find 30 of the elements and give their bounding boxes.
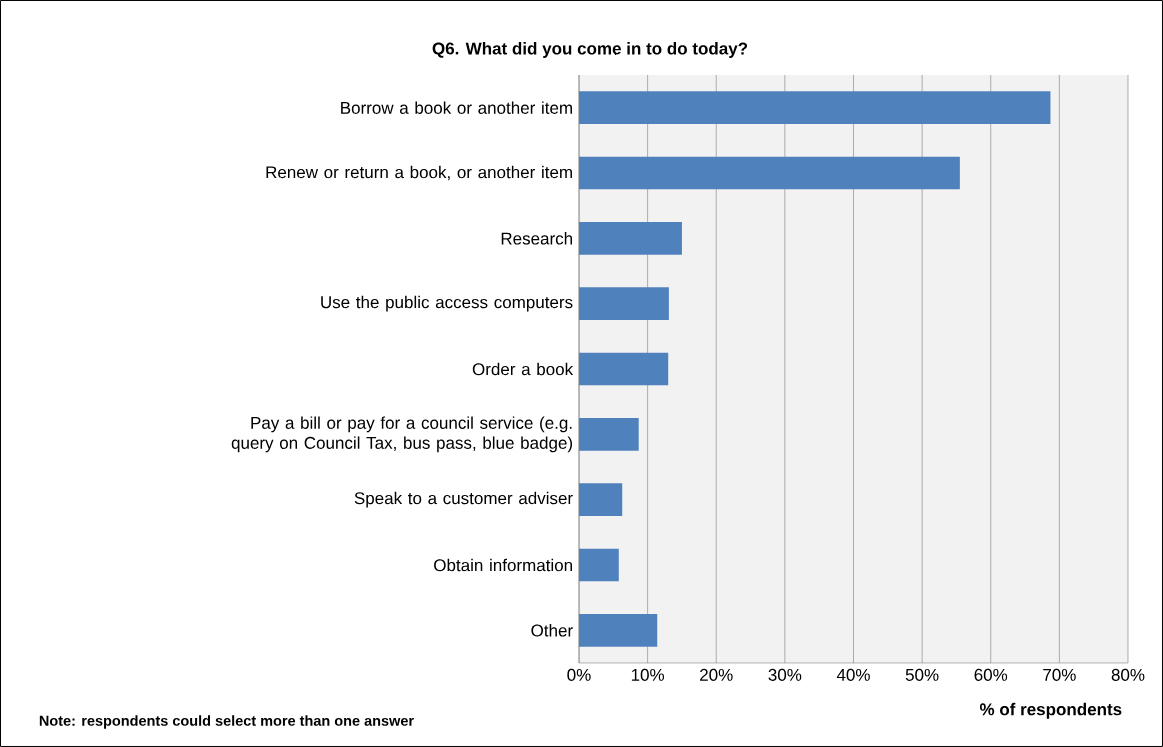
x-tick-label: 0% xyxy=(567,668,591,681)
x-tick-label: 80% xyxy=(1111,668,1145,681)
bar xyxy=(579,91,1051,125)
x-tick-label: 50% xyxy=(905,668,939,681)
x-axis-title: % of respondents xyxy=(979,702,1122,719)
bar xyxy=(579,418,639,451)
y-tick-label: Pay a bill or pay for a council service (e.g. query on Council Tax, bus pass, blue badge) xyxy=(231,416,573,453)
x-tick-label: 40% xyxy=(836,668,870,681)
bar xyxy=(579,156,960,190)
x-tick-label: 20% xyxy=(700,668,733,681)
bar xyxy=(579,287,669,320)
y-tick-label: Use the public access computers xyxy=(321,295,573,312)
bar xyxy=(579,548,619,582)
bar xyxy=(579,222,682,255)
y-tick-label: Order a book xyxy=(472,362,574,376)
x-tick-label: 30% xyxy=(768,668,802,681)
y-tick-label: Other xyxy=(531,624,573,637)
bar xyxy=(579,483,623,516)
y-tick-label: Speak to a customer adviser xyxy=(354,491,573,508)
y-tick-label: Obtain information xyxy=(434,558,572,572)
bar xyxy=(579,352,669,386)
x-tick-label: 70% xyxy=(1043,668,1076,681)
y-tick-label: Renew or return a book, or another item xyxy=(266,165,572,181)
chart-title: Q6. What did you come in to do today? xyxy=(432,42,748,58)
y-tick-label: Borrow a book or another item xyxy=(341,101,572,114)
y-tick-label: Research xyxy=(501,232,572,245)
x-tick-label: 10% xyxy=(631,668,665,681)
bar xyxy=(579,614,658,647)
text: Note: respondents could select more than one answer xyxy=(39,715,414,729)
x-tick-label: 60% xyxy=(974,668,1008,681)
